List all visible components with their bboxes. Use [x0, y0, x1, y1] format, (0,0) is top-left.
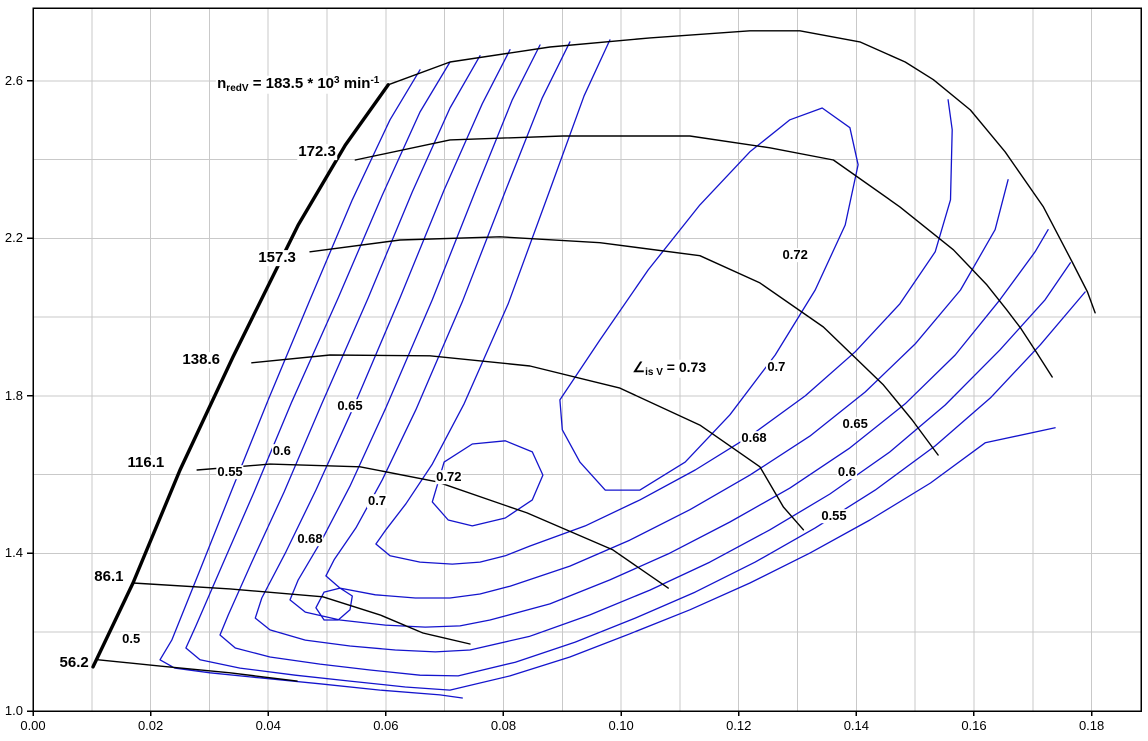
- annotation-part: n: [217, 74, 227, 92]
- efficiency-contour-0.72: [375, 39, 953, 565]
- speed-line-86.1: [132, 582, 471, 645]
- x-tick-label-0.04: 0.04: [255, 718, 281, 733]
- efficiency-contour-0.5: [159, 69, 463, 699]
- annotation-part: ∠: [632, 358, 646, 375]
- speed-title-annotation: nredV = 183.5 * 103 min-1: [216, 74, 381, 95]
- y-tick-label-1.0: 1.0: [4, 703, 23, 719]
- contour-label-0.5-0: 0.5: [121, 631, 142, 647]
- speed-line-183.5: [387, 30, 1096, 314]
- efficiency-contour-0.68: [289, 44, 1049, 628]
- y-tick-label-1.8: 1.8: [4, 388, 23, 404]
- annotation-part: 3: [334, 74, 340, 86]
- contour-label-0.55-1: 0.55: [216, 464, 244, 480]
- contour-label-0.72-6: 0.72: [435, 469, 463, 485]
- contour-label-0.65-10: 0.65: [841, 416, 869, 432]
- speed-label-138.6: 138.6: [181, 351, 221, 369]
- y-tick-label-2.6: 2.6: [4, 73, 23, 89]
- efficiency-annotation: ∠is V = 0.73: [631, 358, 708, 378]
- x-tick-label-0.00: 0.00: [20, 718, 46, 733]
- contour-label-0.7-8: 0.7: [766, 358, 787, 374]
- speed-label-56.2: 56.2: [58, 654, 90, 672]
- speed-line-56.2: [97, 659, 298, 682]
- efficiency-contour-0.65: [254, 49, 1072, 653]
- efficiency-contour-0.6: [219, 55, 1086, 677]
- surge-line: [91, 83, 390, 669]
- efficiency-contour-0.72: [315, 587, 353, 621]
- speed-line-157.3: [309, 236, 939, 456]
- contour-label-0.65-3: 0.65: [336, 397, 364, 413]
- speed-label-116.1: 116.1: [126, 454, 166, 471]
- x-tick-label-0.08: 0.08: [490, 718, 517, 733]
- contour-label-0.6-11: 0.6: [836, 464, 857, 480]
- contour-label-0.7-5: 0.7: [366, 493, 388, 509]
- efficiency-contour-0.73: [559, 107, 859, 491]
- speed-line-138.6: [251, 354, 805, 531]
- x-tick-label-0.10: 0.10: [608, 718, 634, 733]
- x-tick-label-0.16: 0.16: [961, 718, 987, 733]
- annotation-part: redV: [226, 82, 249, 94]
- speed-label-157.3: 157.3: [257, 249, 297, 267]
- annotation-part: = 183.5 * 10: [248, 74, 335, 92]
- contour-label-0.72-7: 0.72: [781, 247, 809, 263]
- annotation-part: = 0.73: [662, 358, 707, 375]
- contour-label-0.55-12: 0.55: [820, 508, 848, 524]
- y-tick-label-2.2: 2.2: [4, 230, 23, 246]
- efficiency-contour-0.73: [431, 440, 544, 527]
- annotation-part: -1: [370, 74, 380, 86]
- x-tick-label-0.12: 0.12: [726, 718, 752, 733]
- efficiency-contour-0.55: [185, 61, 1056, 691]
- contour-label-0.6-2: 0.6: [271, 443, 292, 459]
- x-tick-label-0.18: 0.18: [1078, 718, 1105, 733]
- annotation-part: min: [339, 74, 371, 92]
- x-tick-label-0.02: 0.02: [137, 718, 164, 733]
- speed-line-172.3: [354, 135, 1053, 378]
- annotation-part: is V: [645, 366, 663, 378]
- plot-border: [32, 7, 1142, 712]
- efficiency-contour-0.7: [325, 41, 1009, 599]
- x-tick-label-0.06: 0.06: [373, 718, 399, 733]
- contour-label-0.68-4: 0.68: [296, 531, 324, 547]
- x-tick-label-0.14: 0.14: [843, 718, 869, 733]
- speed-label-86.1: 86.1: [93, 568, 125, 586]
- contour-label-0.68-9: 0.68: [740, 430, 768, 446]
- y-tick-label-1.4: 1.4: [4, 545, 23, 561]
- speed-label-172.3: 172.3: [297, 142, 337, 160]
